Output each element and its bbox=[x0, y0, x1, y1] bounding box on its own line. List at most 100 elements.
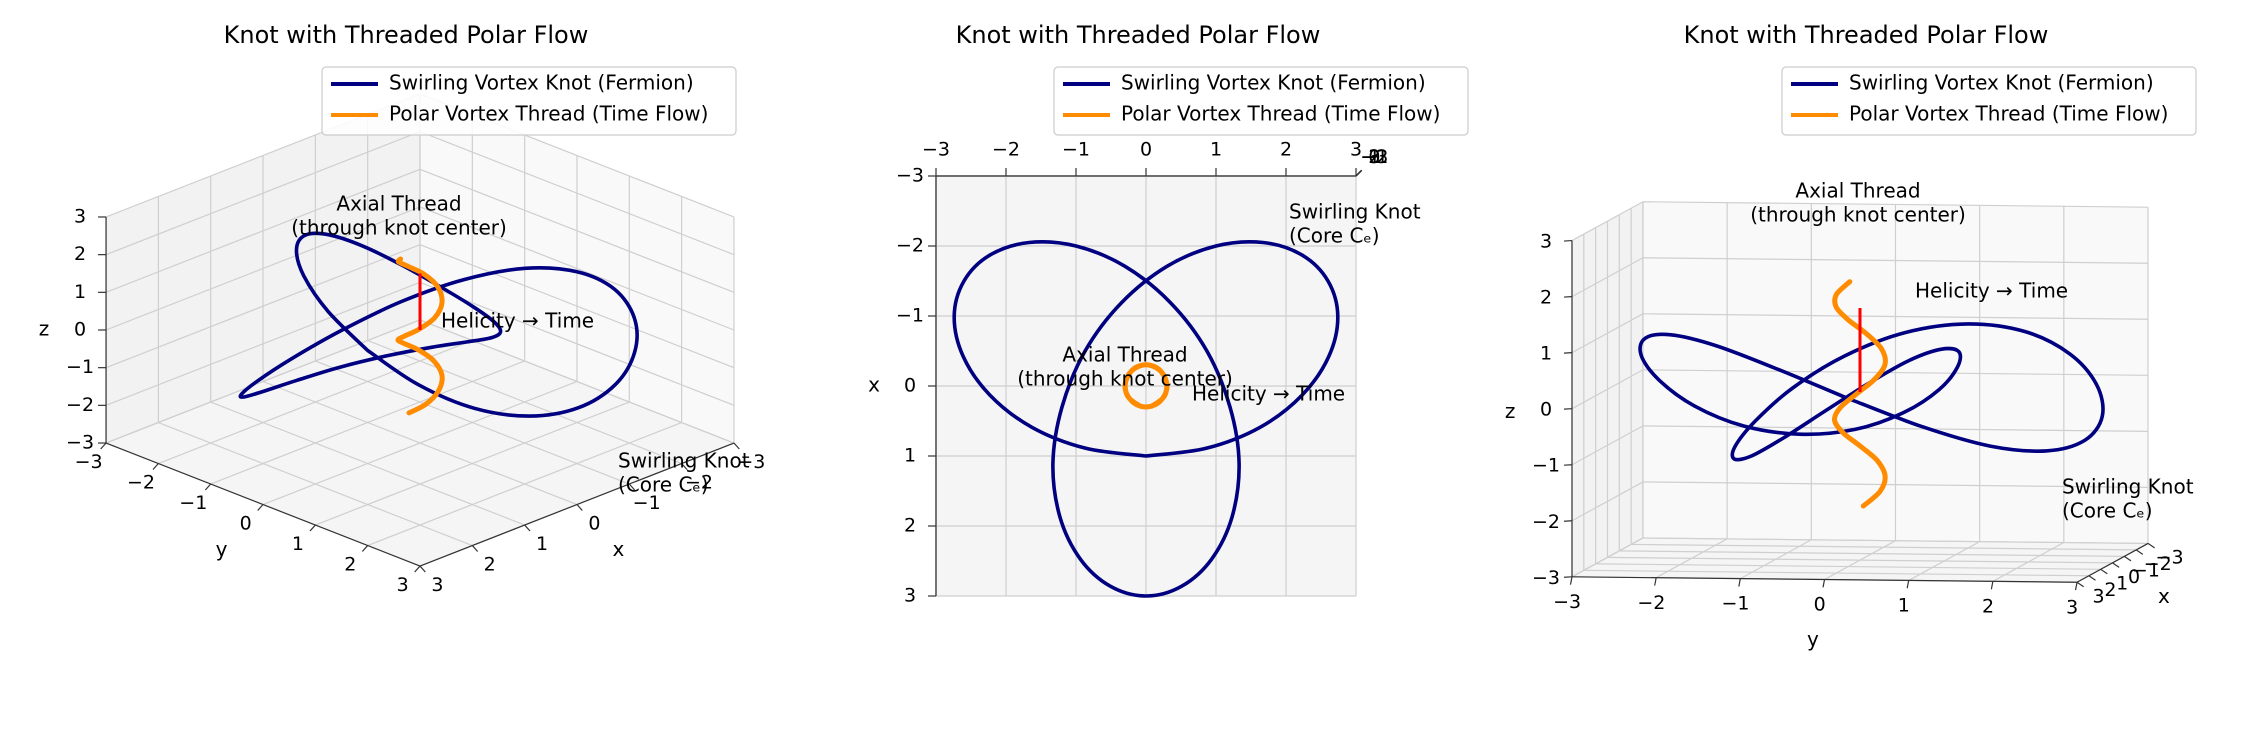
z-tick-label: 0 bbox=[1368, 146, 1380, 168]
grid-line bbox=[419, 168, 735, 293]
y-tick-label: 0 bbox=[1814, 594, 1826, 616]
annotation: Axial Thread bbox=[1795, 179, 1920, 203]
tick-mark bbox=[2076, 581, 2084, 588]
legend-text: Swirling Vortex Knot (Fermion) bbox=[1121, 71, 1426, 95]
z-tick-label: 2 bbox=[1368, 146, 1380, 168]
tick-mark bbox=[524, 524, 531, 532]
grid-line bbox=[1571, 481, 1644, 522]
y-tick-label: 2 bbox=[344, 553, 356, 575]
grid-line bbox=[1571, 313, 1644, 354]
x-tick-label: 1 bbox=[904, 445, 916, 467]
annotation: Axial Thread bbox=[336, 192, 461, 216]
x-tick-label: −3 bbox=[2156, 546, 2184, 568]
grid-line bbox=[105, 206, 421, 331]
y-tick-label: 0 bbox=[1140, 139, 1152, 161]
grid-line bbox=[1642, 313, 2149, 320]
x-tick-label: −3 bbox=[737, 451, 765, 473]
grid-line bbox=[315, 360, 630, 485]
y-tick-label: 2 bbox=[1280, 139, 1292, 161]
tick-mark bbox=[257, 504, 264, 511]
annotation: Swirling Knot bbox=[1289, 200, 1421, 224]
x-tick-label: 1 bbox=[536, 533, 548, 555]
z-tick-label: −1 bbox=[1360, 146, 1388, 168]
x-tick-label: −3 bbox=[896, 165, 924, 187]
annotation: Axial Thread bbox=[1062, 343, 1187, 367]
tick-mark bbox=[2147, 542, 2155, 549]
grid-line bbox=[105, 168, 421, 293]
y-tick-label: 3 bbox=[1350, 139, 1362, 161]
x-tick-label: 2 bbox=[484, 553, 496, 575]
x-tick-label: 0 bbox=[2128, 566, 2140, 588]
y-tick-label: −3 bbox=[1553, 591, 1581, 613]
axis-name: x bbox=[868, 373, 880, 397]
grid-line bbox=[1571, 201, 1644, 242]
grid-line bbox=[1571, 537, 1644, 578]
grid-line bbox=[262, 380, 578, 506]
tick-mark bbox=[2074, 582, 2078, 591]
z-tick-label: 1 bbox=[74, 281, 86, 303]
annotation: (Core Cₑ) bbox=[618, 473, 709, 497]
y-tick-label: −1 bbox=[1721, 593, 1749, 615]
x-tick-label: −1 bbox=[2132, 559, 2160, 581]
tick-mark bbox=[100, 442, 107, 450]
axis-name: x bbox=[2158, 584, 2170, 608]
x-tick-label: −1 bbox=[633, 492, 661, 514]
annotation: (Core Cₑ) bbox=[2062, 499, 2153, 523]
y-tick-label: −3 bbox=[75, 451, 103, 473]
y-tick-label: −2 bbox=[992, 139, 1020, 161]
series-line bbox=[238, 231, 639, 418]
tick-mark bbox=[1990, 581, 1994, 590]
annotation: (through knot center) bbox=[1017, 367, 1233, 391]
grid-line bbox=[1571, 369, 1644, 410]
tick-mark bbox=[2135, 549, 2144, 555]
grid-line bbox=[1583, 569, 2089, 577]
y-tick-label: −2 bbox=[127, 471, 155, 493]
z-tick-label: 1 bbox=[1540, 343, 1552, 365]
z-tick-label: −2 bbox=[66, 394, 94, 416]
tick-mark bbox=[681, 463, 688, 470]
y-tick-label: 1 bbox=[1210, 139, 1222, 161]
z-tick-label: 1 bbox=[1368, 146, 1380, 168]
tick-mark bbox=[471, 545, 479, 552]
series-line bbox=[1122, 362, 1170, 410]
axis-name: y bbox=[216, 537, 228, 561]
x-tick-label: 2 bbox=[904, 515, 916, 537]
annotation: Swirling Knot bbox=[2062, 475, 2194, 499]
axis-name: y bbox=[1807, 627, 1819, 651]
x-tick-label: −2 bbox=[896, 235, 924, 257]
z-tick-label: −1 bbox=[1532, 455, 1560, 477]
tick-mark bbox=[733, 442, 740, 450]
grid-line bbox=[210, 401, 525, 526]
z-tick-label: 3 bbox=[1540, 231, 1552, 253]
x-tick-label: 1 bbox=[2116, 572, 2128, 594]
legend-text: Swirling Vortex Knot (Fermion) bbox=[389, 71, 694, 95]
grid-line bbox=[105, 244, 421, 369]
tick-mark bbox=[1822, 579, 1826, 588]
axis-name: x bbox=[613, 537, 625, 561]
grid-line bbox=[1607, 556, 2113, 564]
axis-name: z bbox=[39, 317, 50, 341]
grid-line bbox=[419, 206, 735, 331]
x-tick-label: −2 bbox=[2144, 553, 2172, 575]
y-tick-label: −1 bbox=[179, 492, 207, 514]
x-tick-label: 3 bbox=[904, 585, 916, 607]
y-tick-label: 1 bbox=[1898, 594, 1910, 616]
z-tick-label: 0 bbox=[1540, 399, 1552, 421]
tick-mark bbox=[1738, 578, 1741, 587]
annotation: (through knot center) bbox=[1750, 203, 1966, 227]
x-tick-label: −2 bbox=[685, 471, 713, 493]
y-tick-label: 3 bbox=[2066, 596, 2078, 618]
series-line bbox=[952, 240, 1340, 598]
grid-line bbox=[1642, 481, 2149, 488]
x-tick-label: 2 bbox=[2104, 579, 2116, 601]
tick-mark bbox=[419, 565, 426, 573]
tick-mark bbox=[204, 483, 212, 491]
annotation: Helicity → Time bbox=[441, 309, 594, 333]
z-tick-label: −1 bbox=[66, 356, 94, 378]
x-tick-label: 3 bbox=[431, 574, 443, 596]
series-line bbox=[1831, 279, 1888, 509]
z-tick-label: −2 bbox=[1360, 146, 1388, 168]
annotation: Helicity → Time bbox=[1192, 382, 1345, 406]
